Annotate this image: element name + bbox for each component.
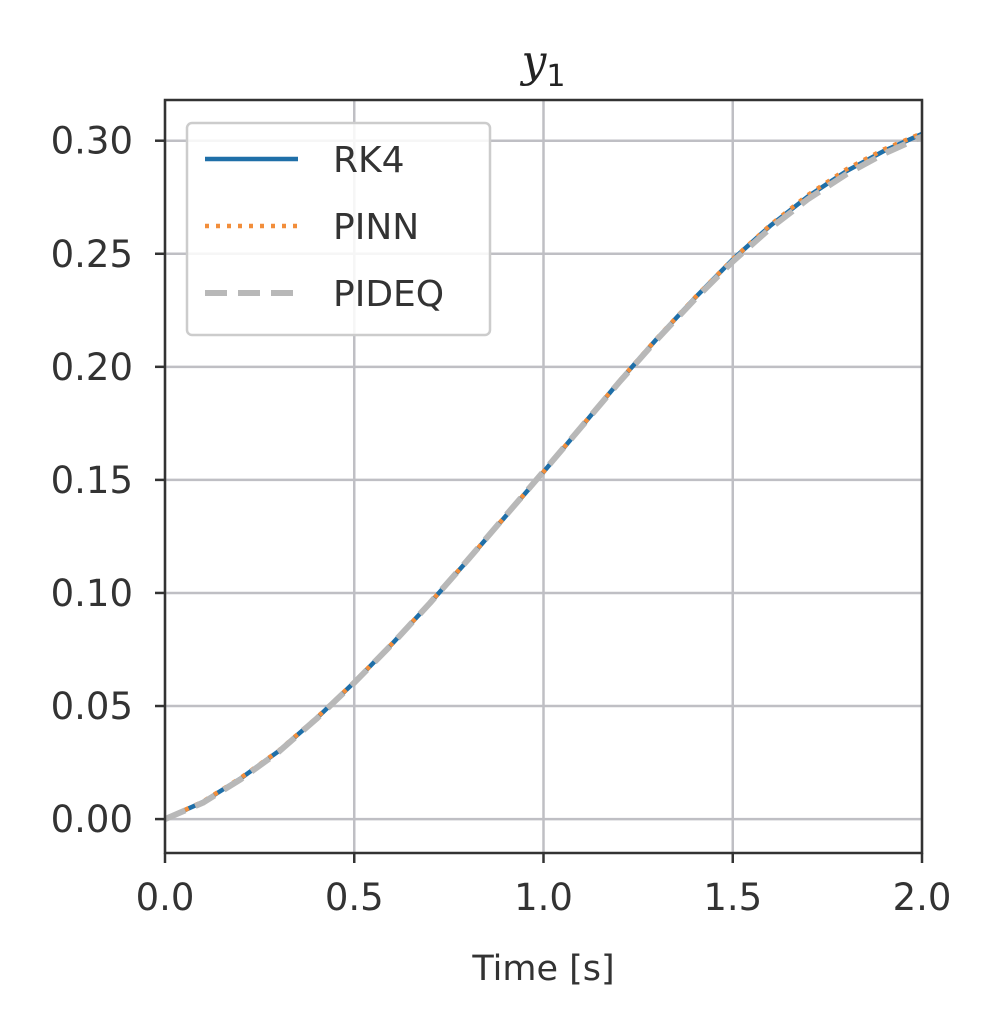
x-tick-label: 1.5 (703, 876, 762, 919)
legend-label-pinn: PINN (333, 207, 419, 248)
chart-title: y1 (520, 36, 566, 94)
y-tick-label: 0.30 (51, 120, 133, 163)
legend-label-pideq: PIDEQ (333, 274, 444, 315)
y-tick-label: 0.00 (51, 798, 133, 841)
x-tick-label: 2.0 (893, 876, 952, 919)
series-line-pideq (163, 133, 924, 822)
y-tick-label: 0.20 (51, 346, 133, 389)
series-line-pinn (164, 131, 923, 822)
x-tick-label: 1.0 (514, 876, 573, 919)
y-tick-label: 0.10 (51, 572, 133, 615)
x-tick-label: 0.5 (325, 876, 384, 919)
y-tick-label: 0.05 (51, 685, 133, 728)
x-axis-label: Time [s] (471, 949, 614, 989)
y-tick-label: 0.25 (51, 233, 133, 276)
x-tick-label: 0.0 (136, 876, 195, 919)
legend-box (185, 121, 492, 337)
legend: RK4 PINN PIDEQ (185, 121, 492, 337)
axis-ticks: 0.0 0.5 1.0 1.5 2.0 0.00 0.05 0.10 0.15 0.20 0.25 0… (51, 120, 952, 919)
legend-label-rk4: RK4 (333, 140, 405, 181)
y-tick-label: 0.15 (51, 459, 133, 502)
series-lines (163, 131, 924, 822)
